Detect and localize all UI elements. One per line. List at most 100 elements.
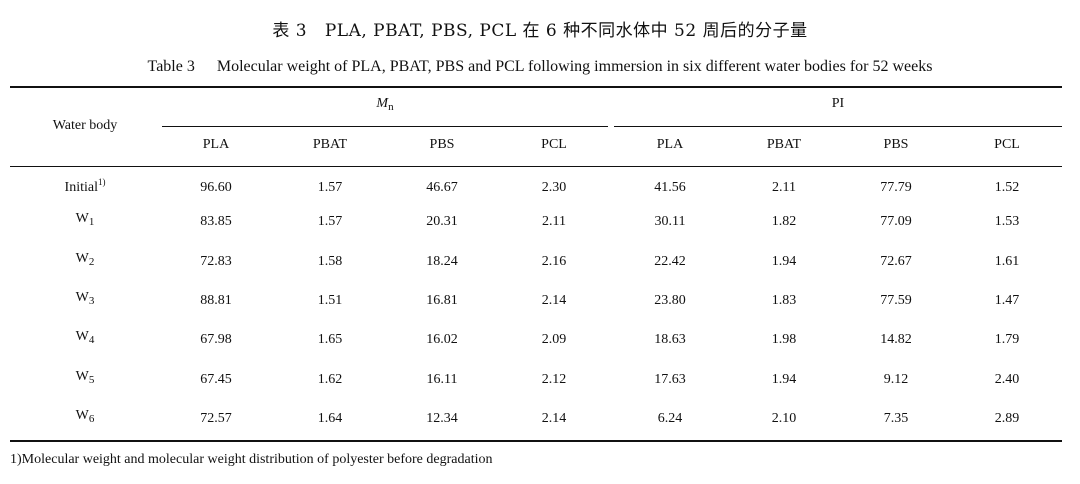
- table-cell: 16.02: [426, 332, 458, 347]
- table-cell: 41.56: [654, 180, 686, 195]
- row-label: W3: [10, 290, 160, 307]
- table-cell: 14.82: [880, 332, 912, 347]
- table-cell: 16.81: [426, 293, 458, 308]
- footnote-text: Molecular weight and molecular weight di…: [21, 452, 493, 467]
- row-label-text: W: [75, 251, 89, 266]
- header-water-body: Water body: [52, 118, 118, 133]
- table-cell: 1.61: [994, 254, 1020, 269]
- row-label-text: W: [75, 329, 89, 344]
- table-cell: 67.45: [200, 372, 232, 387]
- table-caption-en: Table 3 Molecular weight of PLA, PBAT, PB…: [0, 58, 1080, 76]
- row-label-subscript: 4: [88, 334, 95, 346]
- footnote-mark: 1): [10, 452, 22, 467]
- column-header: PLA: [202, 137, 230, 152]
- table-cell: 2.89: [994, 411, 1020, 426]
- table-label-en: Table 3: [147, 58, 195, 75]
- table-cell: 1.58: [317, 254, 343, 269]
- table-cell: 22.42: [654, 254, 686, 269]
- column-header: PBS: [429, 137, 455, 152]
- table-cell: 1.53: [994, 214, 1020, 229]
- table-cell: 72.57: [200, 411, 232, 426]
- table-cell: 20.31: [426, 214, 458, 229]
- column-header: PCL: [994, 137, 1020, 152]
- row-label: W2: [10, 251, 160, 268]
- table-footnote: 1)Molecular weight and molecular weight …: [10, 452, 492, 468]
- table-cell: 1.82: [771, 214, 797, 229]
- table-cell: 1.79: [994, 332, 1020, 347]
- header-mn-subscript: n: [388, 101, 394, 113]
- column-header: PBAT: [312, 137, 348, 152]
- header-group-pi: PI: [831, 96, 845, 111]
- row-label: W5: [10, 369, 160, 386]
- table-cell: 2.16: [541, 254, 567, 269]
- table-cell: 2.12: [541, 372, 567, 387]
- table-cell: 17.63: [654, 372, 686, 387]
- table-cell: 83.85: [200, 214, 232, 229]
- header-mn-symbol: M: [376, 96, 389, 111]
- table-cell: 1.94: [771, 254, 797, 269]
- table-cell: 18.63: [654, 332, 686, 347]
- header-group-mn: Mn: [160, 96, 610, 113]
- table-cell: 67.98: [200, 332, 232, 347]
- row-label-subscript: 1: [88, 216, 95, 228]
- column-header: PCL: [541, 137, 567, 152]
- table-cell: 16.11: [426, 372, 458, 387]
- table-cell: 1.52: [994, 180, 1020, 195]
- table-cell: 1.57: [317, 214, 343, 229]
- table-cell: 2.09: [541, 332, 567, 347]
- row-label-text: W: [75, 408, 89, 423]
- table-cell: 7.35: [883, 411, 909, 426]
- table-cell: 18.24: [426, 254, 458, 269]
- table-cell: 2.11: [542, 214, 566, 229]
- row-label-subscript: 5: [88, 374, 95, 386]
- row-label: W1: [10, 211, 160, 228]
- table-cell: 12.34: [426, 411, 458, 426]
- group-rule-pi: [614, 126, 1062, 127]
- table-cell: 1.65: [317, 332, 343, 347]
- row-label-subscript: 2: [88, 256, 95, 268]
- table-cell: 1.51: [317, 293, 343, 308]
- table-cell: 1.64: [317, 411, 343, 426]
- table-cell: 1.47: [994, 293, 1020, 308]
- table-cell: 72.67: [880, 254, 912, 269]
- row-label-subscript: 3: [88, 295, 95, 307]
- table-cell: 2.30: [541, 180, 567, 195]
- row-label: W4: [10, 329, 160, 346]
- table-cell: 2.40: [994, 372, 1020, 387]
- row-label-subscript: 6: [88, 413, 95, 425]
- table-cell: 46.67: [426, 180, 458, 195]
- row-label-text: W: [75, 211, 89, 226]
- row-label-footnote-mark: 1): [97, 177, 106, 187]
- table-cell: 1.98: [771, 332, 797, 347]
- table-caption-zh: 表 3 PLA, PBAT, PBS, PCL 在 6 种不同水体中 52 周后…: [0, 16, 1080, 41]
- table-cell: 77.79: [880, 180, 912, 195]
- table-cell: 6.24: [657, 411, 683, 426]
- table-cell: 1.83: [771, 293, 797, 308]
- table-title-en: Molecular weight of PLA, PBAT, PBS and P…: [216, 58, 933, 75]
- row-label-text: W: [75, 290, 89, 305]
- row-label-text: Initial: [64, 180, 98, 195]
- row-label: Initial1): [10, 177, 160, 196]
- table-cell: 2.11: [772, 180, 796, 195]
- table-bottom-rule: [10, 440, 1062, 442]
- table-cell: 77.09: [880, 214, 912, 229]
- column-header: PBAT: [766, 137, 802, 152]
- row-label: W6: [10, 408, 160, 425]
- table-cell: 72.83: [200, 254, 232, 269]
- table-cell: 9.12: [883, 372, 909, 387]
- table-cell: 2.10: [771, 411, 797, 426]
- column-header: PBS: [883, 137, 909, 152]
- table-cell: 88.81: [200, 293, 232, 308]
- table-cell: 1.62: [317, 372, 343, 387]
- table-label-zh: 表 3: [272, 21, 308, 41]
- table-cell: 2.14: [541, 411, 567, 426]
- table-cell: 2.14: [541, 293, 567, 308]
- table-cell: 1.94: [771, 372, 797, 387]
- header-bottom-rule: [10, 166, 1062, 167]
- row-label-text: W: [75, 369, 89, 384]
- column-header: PLA: [656, 137, 684, 152]
- group-rule-mn: [162, 126, 608, 127]
- table-cell: 96.60: [200, 180, 232, 195]
- table-title-zh: PLA, PBAT, PBS, PCL 在 6 种不同水体中 52 周后的分子量: [324, 21, 808, 41]
- table-cell: 30.11: [654, 214, 686, 229]
